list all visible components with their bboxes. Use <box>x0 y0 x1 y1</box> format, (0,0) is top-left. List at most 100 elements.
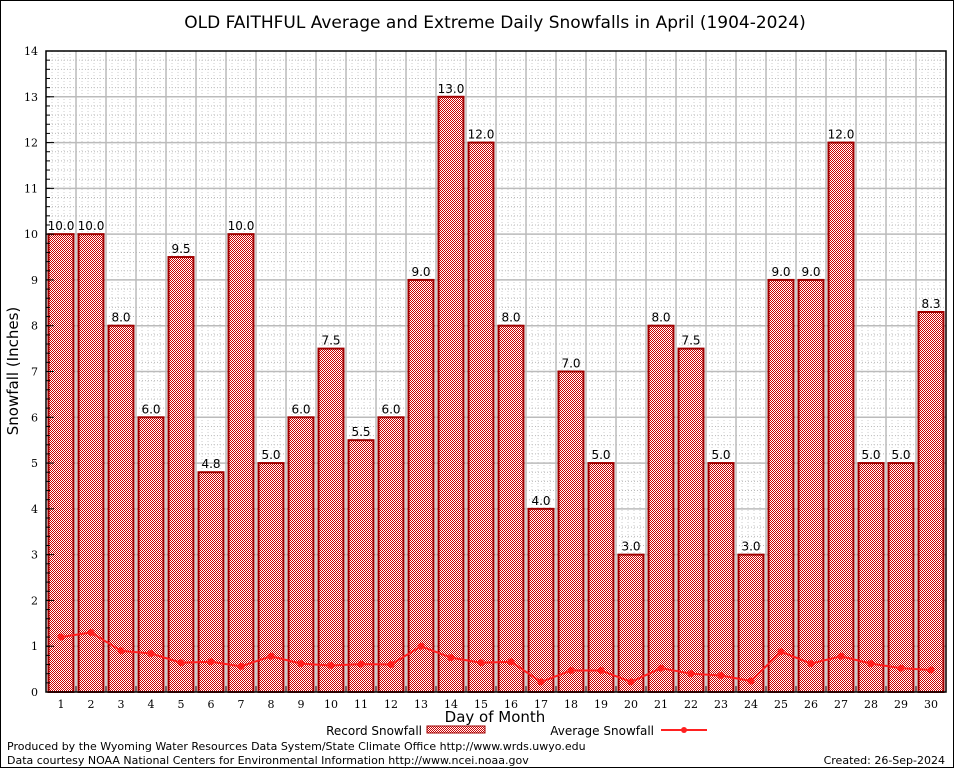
x-tick-label: 16 <box>504 698 518 711</box>
x-tick-label: 7 <box>238 698 245 711</box>
bar-day-24 <box>737 553 765 694</box>
bar-value-label: 5.0 <box>711 448 730 462</box>
bar-day-13 <box>407 278 435 693</box>
bar-day-15 <box>467 141 495 694</box>
average-snowfall-line <box>60 631 932 684</box>
bar-day-30 <box>917 310 945 693</box>
bar-day-23 <box>707 462 735 694</box>
bar-value-label: 9.0 <box>411 265 430 279</box>
average-point-day-2 <box>87 628 95 636</box>
bar-day-28 <box>857 462 885 694</box>
average-point-day-6 <box>207 658 215 666</box>
bar-day-22 <box>677 347 705 693</box>
bar-day-18 <box>557 370 585 693</box>
average-point-day-21 <box>657 664 665 672</box>
bar-day-27 <box>827 141 855 694</box>
y-tick-label: 3 <box>31 549 38 562</box>
bar-value-label: 5.0 <box>861 448 880 462</box>
x-tick-label: 4 <box>148 698 155 711</box>
x-tick-label: 9 <box>298 698 305 711</box>
average-point-day-23 <box>717 672 725 680</box>
average-point-day-25 <box>777 648 785 656</box>
bar-value-label: 8.0 <box>111 311 130 325</box>
average-point-day-3 <box>117 647 125 655</box>
bar-value-label: 5.0 <box>891 448 910 462</box>
average-point-day-29 <box>897 664 905 672</box>
x-tick-label: 21 <box>654 698 668 711</box>
x-tick-label: 17 <box>534 698 548 711</box>
average-point-day-20 <box>627 678 635 686</box>
bar-value-label: 7.0 <box>561 357 580 371</box>
average-point-day-1 <box>57 633 65 641</box>
y-tick-label: 2 <box>31 594 38 607</box>
bar-value-label: 3.0 <box>741 540 760 554</box>
x-tick-label: 10 <box>324 698 338 711</box>
x-tick-label: 11 <box>354 698 368 711</box>
average-point-day-24 <box>747 677 755 685</box>
average-point-day-18 <box>567 666 575 674</box>
x-tick-label: 27 <box>834 698 848 711</box>
y-tick-label: 11 <box>24 182 38 195</box>
footer-credit-noaa: Data courtesy NOAA National Centers for … <box>7 754 529 767</box>
bar-day-25 <box>767 278 795 693</box>
y-tick-label: 1 <box>31 640 38 653</box>
average-point-day-8 <box>267 652 275 660</box>
average-point-day-5 <box>177 659 185 667</box>
chart-title: OLD FAITHFUL Average and Extreme Daily S… <box>184 13 806 33</box>
y-tick-label: 4 <box>31 503 38 516</box>
legend-average-label: Average Snowfall <box>550 724 654 738</box>
y-tick-label: 12 <box>24 137 38 150</box>
bar-day-12 <box>377 416 405 693</box>
footer-credit-wrds: Produced by the Wyoming Water Resources … <box>7 740 586 753</box>
bar-value-label: 4.0 <box>531 494 550 508</box>
bar-value-label: 8.3 <box>921 297 940 311</box>
bar-day-19 <box>587 462 615 694</box>
y-tick-label: 5 <box>31 457 38 470</box>
bar-day-29 <box>887 462 915 694</box>
x-tick-label: 19 <box>594 698 608 711</box>
average-point-day-12 <box>387 661 395 669</box>
average-point-day-30 <box>927 666 935 674</box>
y-tick-label: 7 <box>31 366 38 379</box>
legend-record-swatch <box>426 725 486 734</box>
bar-value-label: 8.0 <box>501 311 520 325</box>
bar-day-6 <box>197 471 225 693</box>
average-point-day-22 <box>687 670 695 678</box>
bar-value-label: 9.0 <box>801 265 820 279</box>
bar-day-10 <box>317 347 345 693</box>
x-tick-label: 30 <box>924 698 938 711</box>
average-point-day-10 <box>327 661 335 669</box>
average-point-day-13 <box>417 642 425 650</box>
bar-value-label: 5.0 <box>261 448 280 462</box>
bar-value-label: 6.0 <box>381 402 400 416</box>
y-tick-label: 6 <box>31 411 38 424</box>
average-point-day-14 <box>447 654 455 662</box>
average-point-day-17 <box>537 678 545 686</box>
bar-day-2 <box>77 233 105 693</box>
bar-value-label: 5.0 <box>591 448 610 462</box>
x-tick-label: 5 <box>178 698 185 711</box>
bar-day-7 <box>227 233 255 693</box>
bar-day-11 <box>347 439 375 693</box>
bar-value-label: 10.0 <box>48 219 75 233</box>
x-tick-label: 22 <box>684 698 698 711</box>
y-tick-label: 13 <box>24 91 38 104</box>
average-point-day-7 <box>237 662 245 670</box>
average-point-day-28 <box>867 660 875 668</box>
average-point-day-19 <box>597 666 605 674</box>
bar-day-17 <box>527 507 555 693</box>
x-tick-label: 8 <box>268 698 275 711</box>
x-tick-label: 26 <box>804 698 818 711</box>
x-tick-label: 23 <box>714 698 728 711</box>
bar-value-label: 9.0 <box>771 265 790 279</box>
x-tick-label: 12 <box>384 698 398 711</box>
bar-value-label: 4.8 <box>201 457 220 471</box>
y-tick-label: 0 <box>31 686 38 699</box>
average-point-day-11 <box>357 660 365 668</box>
bar-value-label: 5.5 <box>351 425 370 439</box>
y-axis-label: Snowfall (Inches) <box>4 307 22 435</box>
bar-value-label: 12.0 <box>828 128 855 142</box>
bar-day-9 <box>287 416 315 693</box>
average-point-day-9 <box>297 660 305 668</box>
